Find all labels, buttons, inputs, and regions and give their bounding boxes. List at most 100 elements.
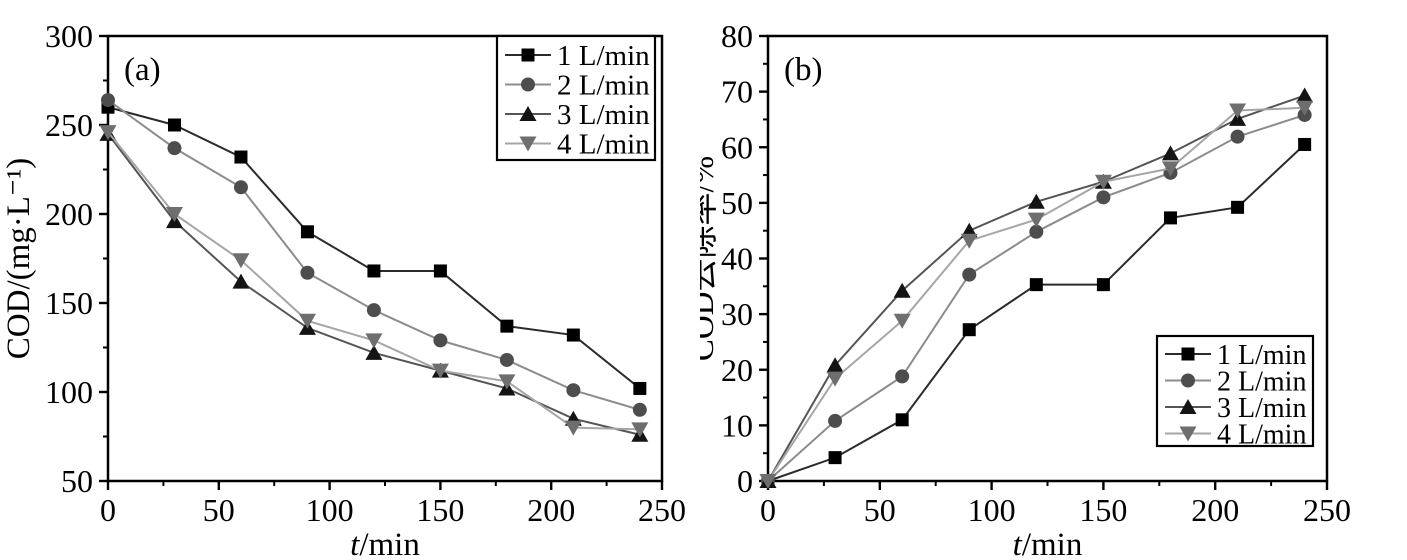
x-tick-label: 250 — [1303, 492, 1351, 528]
data-point-marker-icon — [828, 413, 843, 428]
data-point-marker-icon — [962, 267, 977, 282]
data-point-marker-icon — [1096, 190, 1111, 205]
series-4-l-min — [759, 100, 1314, 489]
data-point-marker-icon — [1027, 193, 1045, 209]
x-tick-label: 150 — [1079, 492, 1127, 528]
legend-label: 4 L/min — [557, 129, 650, 161]
legend-label: 2 L/min — [1217, 367, 1306, 398]
legend-item: 1 L/min — [505, 40, 650, 72]
y-tick-label: 100 — [45, 374, 93, 410]
data-point-marker-icon — [433, 264, 447, 278]
data-point-marker-icon — [1230, 129, 1245, 144]
y-axis-label: COD去除率/% — [700, 156, 721, 361]
x-tick-label: 50 — [864, 492, 896, 528]
data-point-marker-icon — [1029, 278, 1043, 292]
legend-label: 2 L/min — [557, 70, 650, 102]
data-point-marker-icon — [433, 333, 448, 348]
legend-label: 1 L/min — [1217, 340, 1306, 371]
data-point-marker-icon — [1027, 212, 1045, 228]
series-1-l-min — [761, 137, 1312, 488]
data-point-marker-icon — [499, 352, 514, 367]
data-point-marker-icon — [632, 402, 647, 417]
y-tick-label: 50 — [61, 463, 93, 499]
data-point-marker-icon — [367, 264, 381, 278]
y-tick-label: 200 — [45, 196, 93, 232]
y-axis: 0 10 20 30 40 50 60 70 80 — [721, 18, 768, 499]
data-point-marker-icon — [893, 282, 911, 298]
legend-marker-icon — [1181, 373, 1195, 388]
data-point-marker-icon — [1163, 211, 1177, 225]
data-point-marker-icon — [566, 383, 581, 398]
y-axis: 50 100 150 200 250 300 — [45, 18, 108, 499]
legend-marker-icon — [1179, 426, 1197, 442]
y-tick-label: 150 — [45, 285, 93, 321]
legend-marker-icon — [519, 136, 537, 152]
legend-label: 3 L/min — [557, 99, 650, 131]
data-point-marker-icon — [1229, 103, 1247, 119]
data-point-marker-icon — [960, 233, 978, 249]
data-point-marker-icon — [431, 363, 449, 379]
legend-marker-icon — [1181, 347, 1195, 361]
x-tick-label: 200 — [527, 492, 575, 528]
data-point-marker-icon — [1161, 145, 1179, 161]
data-point-marker-icon — [631, 422, 649, 438]
data-point-marker-icon — [1298, 137, 1312, 151]
legend-marker-icon — [519, 106, 537, 121]
y-axis-label: COD/(mg·L⁻¹) — [1, 158, 37, 359]
data-point-marker-icon — [498, 374, 516, 390]
legend-item: 2 L/min — [1165, 367, 1306, 398]
series-2-l-min — [101, 93, 647, 417]
data-point-marker-icon — [300, 265, 315, 280]
data-point-marker-icon — [828, 451, 842, 465]
x-axis: 0 50 100 150 200 250 — [760, 481, 1351, 528]
chart-a-cod-vs-time: 0 50 100 150 200 25050100150200250300t/minCOD… — [1, 18, 686, 560]
series-4-l-min — [99, 125, 649, 438]
data-point-marker-icon — [232, 273, 250, 289]
legend-item: 1 L/min — [1165, 340, 1306, 371]
legend-item: 3 L/min — [1165, 393, 1306, 424]
y-tick-label: 0 — [737, 463, 753, 499]
y-tick-label: 70 — [721, 74, 753, 110]
legend-item: 4 L/min — [1165, 420, 1306, 451]
panel-label: (a) — [124, 52, 161, 88]
y-tick-label: 50 — [721, 185, 753, 221]
data-point-marker-icon — [895, 369, 910, 384]
y-tick-label: 30 — [721, 296, 753, 332]
y-tick-label: 10 — [721, 407, 753, 443]
data-point-marker-icon — [826, 371, 844, 387]
x-tick-label: 100 — [306, 492, 354, 528]
data-point-marker-icon — [1094, 174, 1112, 190]
x-tick-label: 250 — [638, 492, 686, 528]
x-axis: 0 50 100 150 200 250 — [100, 481, 686, 528]
data-point-marker-icon — [234, 150, 248, 164]
x-tick-label: 200 — [1191, 492, 1239, 528]
data-point-marker-icon — [500, 319, 514, 333]
series-1-l-min — [101, 100, 647, 395]
x-tick-label: 100 — [968, 492, 1016, 528]
legend-label: 3 L/min — [1217, 393, 1306, 424]
legend-marker-icon — [1179, 399, 1197, 414]
x-tick-label: 0 — [760, 492, 776, 528]
data-point-marker-icon — [895, 413, 909, 427]
data-point-marker-icon — [1296, 100, 1314, 116]
data-point-marker-icon — [1296, 87, 1314, 103]
data-point-marker-icon — [1029, 224, 1044, 239]
x-tick-label: 0 — [100, 492, 116, 528]
data-point-marker-icon — [99, 125, 117, 141]
data-point-marker-icon — [232, 253, 250, 269]
y-tick-label: 80 — [721, 18, 753, 54]
data-point-marker-icon — [962, 323, 976, 337]
y-tick-label: 40 — [721, 241, 753, 277]
data-point-marker-icon — [298, 313, 316, 329]
legend-label: 1 L/min — [557, 40, 650, 72]
y-tick-label: 20 — [721, 352, 753, 388]
y-tick-label: 300 — [45, 18, 93, 54]
data-point-marker-icon — [826, 357, 844, 373]
y-tick-label: 250 — [45, 107, 93, 143]
x-tick-label: 150 — [416, 492, 464, 528]
data-point-marker-icon — [893, 313, 911, 329]
data-point-marker-icon — [233, 180, 248, 195]
data-point-marker-icon — [167, 118, 181, 132]
